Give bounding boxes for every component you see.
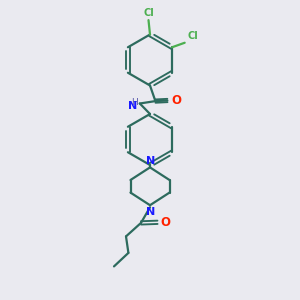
Text: N: N: [128, 101, 138, 111]
Text: O: O: [171, 94, 181, 107]
Text: N: N: [146, 207, 155, 217]
Text: H: H: [131, 98, 138, 107]
Text: O: O: [160, 216, 170, 229]
Text: N: N: [146, 156, 155, 166]
Text: Cl: Cl: [143, 8, 154, 18]
Text: Cl: Cl: [187, 31, 198, 41]
